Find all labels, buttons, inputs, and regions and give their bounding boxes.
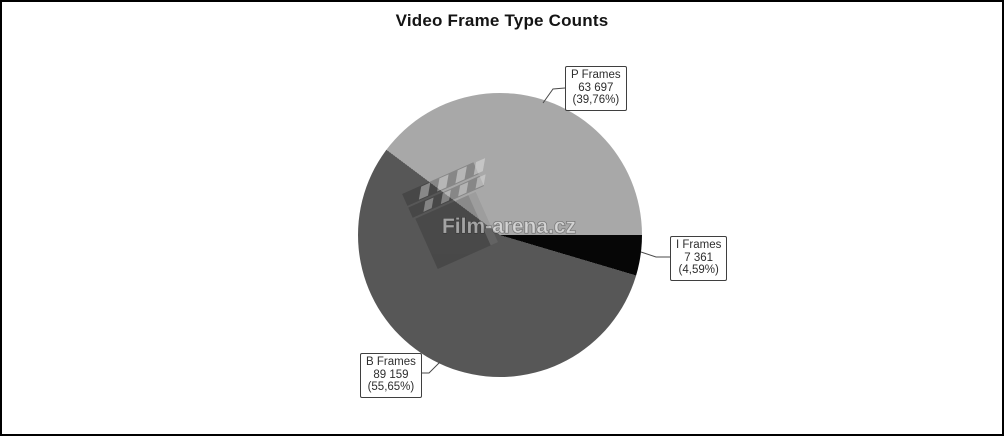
- pie-chart: [358, 93, 642, 377]
- callout-p-frames: P Frames 63 697 (39,76%): [565, 66, 627, 111]
- callout-i-frames-label: I Frames: [676, 239, 722, 251]
- leader-line-i-frames: [640, 251, 670, 258]
- callout-i-frames: I Frames 7 361 (4,59%): [670, 236, 728, 281]
- callout-p-frames-value: 63 697: [578, 81, 614, 94]
- chart-title: Video Frame Type Counts: [395, 11, 609, 30]
- callout-b-frames-percent: (55,65%): [367, 381, 415, 394]
- callout-p-frames-percent: (39,76%): [572, 94, 620, 107]
- callout-b-frames-value: 89 159: [373, 368, 409, 381]
- callout-p-frames-label: P Frames: [571, 69, 621, 81]
- callout-i-frames-percent: (4,59%): [678, 264, 719, 277]
- callout-i-frames-value: 7 361: [684, 251, 714, 264]
- callout-b-frames: B Frames 89 159 (55,65%): [360, 353, 422, 398]
- callout-b-frames-label: B Frames: [366, 356, 416, 368]
